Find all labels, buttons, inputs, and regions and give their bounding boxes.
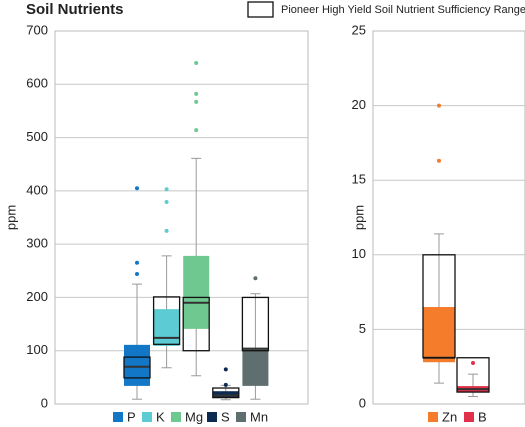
legend-swatch [207, 412, 217, 422]
legend-swatch [113, 412, 123, 422]
outlier [437, 103, 441, 108]
box [242, 348, 269, 386]
outlier [135, 186, 139, 191]
legend-label: Zn [442, 409, 457, 424]
legend-swatch [236, 412, 246, 422]
range-legend-label: Pioneer High Yield Soil Nutrient Suffici… [281, 4, 525, 16]
outlier [253, 276, 258, 281]
legend-swatch [142, 412, 152, 422]
box [183, 255, 210, 329]
chart-title: Soil Nutrients [26, 1, 124, 18]
sufficiency-range [241, 296, 270, 352]
legend-label: S [221, 409, 230, 424]
legend-label: Mn [250, 409, 268, 424]
y-tick-label: 15 [352, 172, 366, 187]
y-tick-label: 400 [26, 182, 48, 197]
range-legend-swatch [247, 1, 274, 18]
outlier [194, 99, 199, 104]
y-tick-label: 25 [352, 22, 366, 37]
y-tick-label: 200 [26, 289, 48, 304]
sufficiency-range [456, 357, 490, 393]
sufficiency-range [123, 356, 151, 379]
outlier [135, 260, 139, 265]
y-tick-label: 700 [26, 22, 48, 37]
box [212, 391, 239, 398]
y-tick-label: 10 [352, 246, 366, 261]
legend-swatch [171, 412, 181, 422]
sufficiency-range [212, 387, 240, 399]
y-axis-label: ppm [351, 205, 366, 230]
outlier [223, 367, 228, 372]
outlier [437, 158, 441, 163]
legend-label: P [127, 409, 136, 424]
y-tick-label: 5 [359, 321, 366, 336]
y-tick-label: 100 [26, 342, 48, 357]
sufficiency-range [422, 254, 456, 359]
plot-frame [372, 30, 525, 405]
outlier [194, 91, 199, 96]
y-tick-label: 600 [26, 76, 48, 91]
outlier [223, 382, 228, 387]
sufficiency-range [182, 296, 210, 352]
y-tick-label: 0 [41, 395, 48, 410]
outlier [164, 200, 169, 205]
legend-swatch [428, 412, 438, 422]
outlier [194, 60, 199, 65]
box [423, 307, 455, 363]
sufficiency-range [152, 296, 181, 345]
y-tick-label: 20 [352, 97, 366, 112]
y-tick-label: 0 [359, 395, 366, 410]
outlier [194, 128, 199, 133]
y-axis-label: ppm [3, 205, 18, 230]
legend-label: Mg [185, 409, 203, 424]
y-tick-label: 300 [26, 236, 48, 251]
plot-frame [54, 30, 309, 405]
outlier [164, 228, 169, 233]
legend-label: K [156, 409, 165, 424]
outlier [135, 271, 139, 276]
legend-swatch [464, 412, 474, 422]
box [124, 344, 150, 386]
y-tick-label: 500 [26, 129, 48, 144]
legend-label: B [478, 409, 487, 424]
outlier [164, 187, 169, 192]
outlier [471, 360, 475, 365]
box [153, 309, 180, 346]
